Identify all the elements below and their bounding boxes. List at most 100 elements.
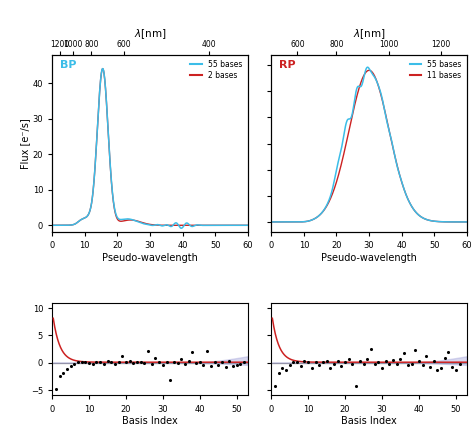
55 bases: [417, 213, 423, 218]
Point: [200, 361, 207, 368]
Point: [401, 350, 408, 357]
Point: [397, 355, 404, 362]
11 bases: [417, 213, 423, 218]
2 bases: [100, 66, 105, 71]
Point: [297, 363, 305, 370]
Point: [419, 362, 427, 369]
Line: 2 bases: 2 bases: [52, 69, 248, 225]
Point: [304, 359, 312, 366]
Point: [229, 363, 237, 370]
Point: [170, 359, 178, 366]
Point: [385, 361, 393, 368]
Point: [237, 361, 244, 368]
Point: [367, 345, 375, 352]
11 bases: [281, 219, 286, 225]
X-axis label: $\lambda$[nm]: $\lambda$[nm]: [353, 28, 385, 41]
Point: [411, 347, 419, 354]
Point: [74, 359, 82, 366]
X-axis label: Pseudo-wavelength: Pseudo-wavelength: [321, 253, 417, 263]
Point: [282, 367, 290, 374]
55 bases: [218, 223, 224, 228]
55 bases: [382, 110, 388, 115]
Line: 55 bases: 55 bases: [271, 67, 467, 222]
11 bases: [382, 110, 388, 115]
Point: [308, 364, 316, 371]
Point: [56, 373, 64, 380]
55 bases: [464, 219, 470, 225]
Point: [290, 359, 297, 366]
Line: 11 bases: 11 bases: [271, 70, 467, 222]
Point: [126, 357, 134, 364]
55 bases: [163, 222, 169, 227]
Point: [312, 358, 319, 365]
55 bases: [178, 225, 184, 231]
Point: [115, 359, 122, 366]
Point: [356, 357, 364, 364]
Point: [422, 352, 430, 359]
Point: [185, 357, 192, 364]
Point: [222, 364, 229, 371]
Point: [52, 385, 60, 392]
Y-axis label: Flux [e⁻/s]: Flux [e⁻/s]: [20, 118, 30, 169]
Point: [448, 363, 456, 370]
Point: [240, 359, 248, 366]
Point: [92, 359, 100, 366]
Point: [286, 361, 293, 368]
Point: [67, 363, 74, 370]
Point: [181, 361, 189, 368]
Point: [104, 357, 111, 364]
Legend: 55 bases, 2 bases: 55 bases, 2 bases: [189, 59, 244, 81]
Point: [360, 361, 367, 368]
Point: [144, 347, 152, 354]
55 bases: [281, 219, 286, 225]
Point: [426, 363, 434, 370]
Point: [233, 361, 240, 368]
2 bases: [174, 223, 180, 228]
Point: [415, 357, 423, 364]
11 bases: [464, 219, 470, 225]
Point: [89, 361, 97, 368]
Text: BP: BP: [60, 60, 76, 70]
55 bases: [268, 219, 274, 225]
Point: [382, 357, 390, 364]
Point: [122, 358, 130, 365]
11 bases: [393, 159, 399, 164]
Point: [341, 358, 349, 365]
Text: RP: RP: [279, 60, 296, 70]
Point: [218, 359, 226, 366]
Point: [364, 355, 371, 362]
Point: [118, 353, 126, 360]
11 bases: [268, 219, 274, 225]
Point: [279, 365, 286, 372]
Point: [452, 366, 460, 373]
Point: [137, 359, 145, 366]
X-axis label: $\lambda$[nm]: $\lambda$[nm]: [134, 28, 166, 41]
55 bases: [437, 219, 443, 224]
Point: [108, 359, 115, 366]
Point: [166, 377, 174, 384]
55 bases: [198, 223, 204, 228]
Point: [152, 355, 159, 362]
Point: [189, 348, 196, 355]
Point: [96, 358, 104, 365]
2 bases: [61, 223, 67, 228]
Point: [211, 358, 219, 365]
Point: [349, 361, 356, 368]
Point: [434, 366, 441, 373]
Point: [192, 360, 200, 367]
Point: [226, 357, 233, 364]
Line: 55 bases: 55 bases: [52, 69, 248, 228]
Point: [159, 361, 167, 368]
Point: [141, 360, 148, 367]
Point: [63, 366, 71, 373]
Point: [59, 369, 67, 376]
2 bases: [49, 223, 55, 228]
Point: [327, 364, 334, 371]
55 bases: [393, 160, 399, 165]
55 bases: [61, 223, 67, 228]
2 bases: [168, 223, 174, 228]
X-axis label: Basis Index: Basis Index: [122, 416, 178, 426]
Point: [71, 361, 78, 368]
Point: [111, 361, 118, 368]
Point: [389, 357, 397, 364]
